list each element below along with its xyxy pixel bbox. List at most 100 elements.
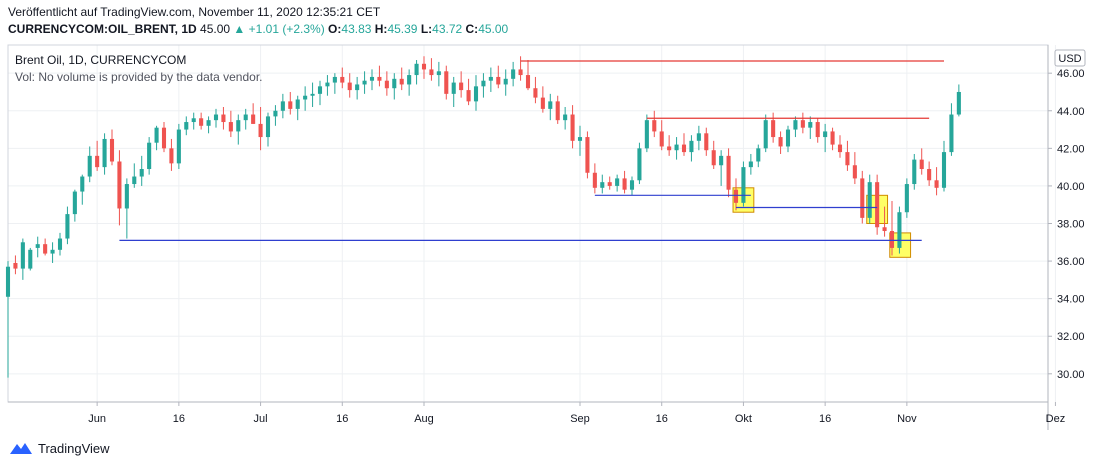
candle xyxy=(748,153,753,175)
change-up-icon: ▲ xyxy=(233,22,246,36)
candle xyxy=(325,75,330,96)
candle xyxy=(867,174,872,224)
candle-body xyxy=(629,180,635,190)
candle-body xyxy=(778,137,783,147)
candle xyxy=(837,135,843,158)
candle-body xyxy=(570,114,575,141)
candle-body xyxy=(80,176,85,192)
candle xyxy=(674,137,679,160)
candle xyxy=(184,116,189,136)
currency-label: USD xyxy=(1058,53,1081,65)
candle xyxy=(87,146,92,183)
tradingview-brand: TradingView xyxy=(38,440,110,456)
candle-body xyxy=(399,78,404,85)
close-value: 45.00 xyxy=(478,22,509,36)
candle-body xyxy=(622,178,627,190)
tradingview-footer[interactable]: TradingView xyxy=(8,440,110,456)
candle-body xyxy=(912,159,917,185)
candle-body xyxy=(496,76,501,85)
time-tick-label: Jul xyxy=(254,413,268,425)
candle xyxy=(213,108,219,128)
candle-body xyxy=(57,238,63,250)
candle xyxy=(763,114,768,153)
candle-body xyxy=(421,63,427,70)
candle xyxy=(176,123,181,170)
candle-body xyxy=(288,101,293,109)
candle xyxy=(719,150,724,186)
candle-body xyxy=(355,84,360,91)
candle xyxy=(466,78,471,106)
candle-body xyxy=(823,131,828,138)
candle-body xyxy=(607,182,612,186)
candle-body xyxy=(139,169,144,177)
candle xyxy=(696,125,701,151)
candle xyxy=(548,93,553,121)
candle xyxy=(540,86,545,113)
candle xyxy=(823,123,828,153)
symbol-name[interactable]: CURRENCYCOM:OIL_BRENT, 1D xyxy=(8,22,197,36)
candle-body xyxy=(13,262,18,269)
candle-body xyxy=(904,184,909,213)
candle-body xyxy=(756,148,761,162)
candle-body xyxy=(95,155,100,168)
candle xyxy=(221,107,226,130)
price-tick-label: 42.00 xyxy=(1057,143,1085,155)
close-label: C: xyxy=(465,22,479,36)
candle xyxy=(20,238,25,280)
candle-body xyxy=(681,144,687,153)
candle-body xyxy=(771,120,776,138)
candle-body xyxy=(555,101,560,121)
high-label: H: xyxy=(374,22,388,36)
price-axis[interactable]: 30.00 32.00 34.00 36.00 38.00 40.00 42.00 44.00… xyxy=(1048,68,1085,381)
candle-body xyxy=(132,176,137,185)
candle xyxy=(941,140,947,192)
candle-body xyxy=(384,80,389,89)
candle-body xyxy=(882,227,887,232)
candle-body xyxy=(525,75,531,89)
candle xyxy=(429,58,434,81)
time-axis[interactable]: Jun 16 Jul 16 Aug Sep 16 Okt 16 Nov Dez xyxy=(88,402,1065,425)
candle-body xyxy=(711,150,716,166)
candle-body xyxy=(563,114,568,121)
candle xyxy=(511,61,516,87)
price-tick-label: 46.00 xyxy=(1057,68,1085,80)
candle xyxy=(481,73,486,98)
candle xyxy=(563,107,568,130)
time-tick-label: 16 xyxy=(173,413,185,425)
candles xyxy=(5,56,961,378)
candle xyxy=(949,103,954,156)
candle-body xyxy=(310,93,315,96)
candle xyxy=(310,82,315,108)
candle xyxy=(444,65,449,100)
candle-body xyxy=(206,120,211,126)
candle-body xyxy=(897,212,902,248)
open-value: 43.83 xyxy=(341,22,372,36)
candle xyxy=(80,174,85,205)
candle xyxy=(956,84,961,117)
candle xyxy=(109,129,115,166)
candle-body xyxy=(889,231,895,248)
candle xyxy=(132,163,137,188)
candle xyxy=(117,150,122,226)
candle-body xyxy=(369,76,375,81)
candle xyxy=(741,161,746,207)
time-tick-label: 16 xyxy=(336,413,348,425)
time-tick-label: Jun xyxy=(88,413,106,425)
candle xyxy=(756,144,761,168)
candle xyxy=(637,142,642,185)
candle xyxy=(577,125,583,156)
candle xyxy=(5,261,11,378)
candle xyxy=(733,178,739,211)
candle-body xyxy=(332,76,337,83)
candle-body xyxy=(444,71,449,94)
candle xyxy=(815,118,820,143)
candle xyxy=(830,127,835,151)
annotations-under xyxy=(732,187,912,258)
candle-body xyxy=(347,82,352,91)
candle-body xyxy=(169,148,174,164)
candle-body xyxy=(763,120,768,149)
candle-body xyxy=(109,138,115,162)
candle-body xyxy=(592,172,597,188)
candle xyxy=(644,114,649,153)
